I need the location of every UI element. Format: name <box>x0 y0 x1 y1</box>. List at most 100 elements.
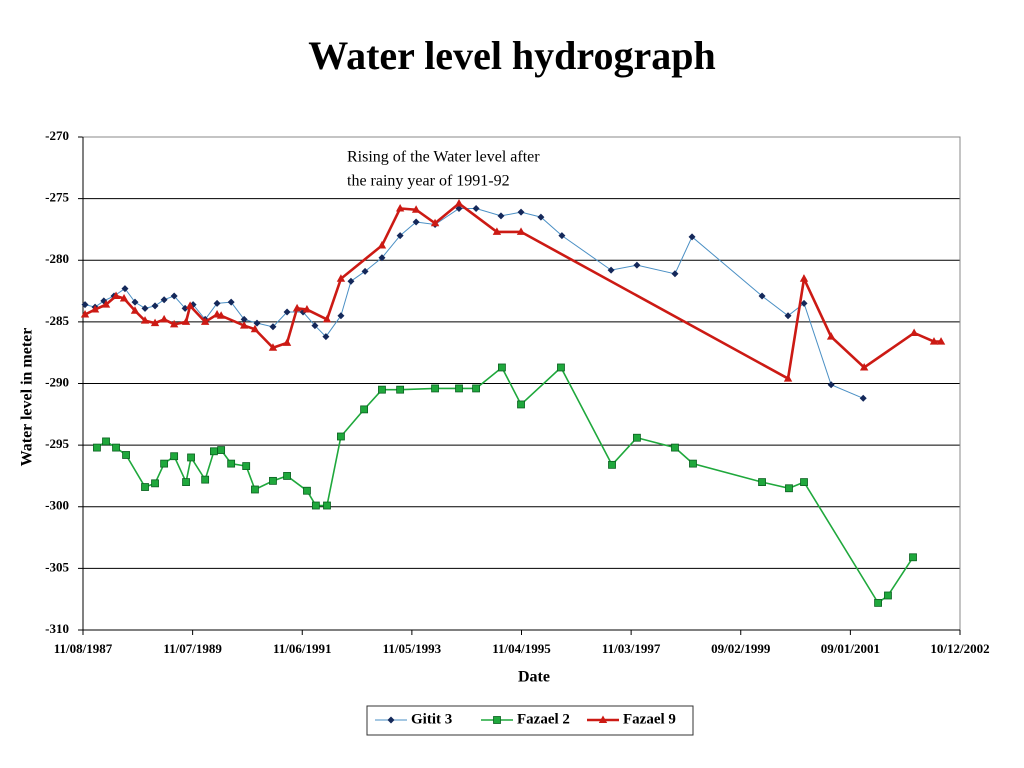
marker <box>283 472 291 480</box>
marker <box>859 362 869 371</box>
x-tick-label: 11/08/1987 <box>54 641 113 656</box>
marker <box>90 305 100 313</box>
marker <box>122 451 130 459</box>
marker <box>322 314 332 323</box>
marker <box>240 315 248 323</box>
marker <box>159 314 169 323</box>
marker <box>517 208 525 216</box>
marker <box>227 459 236 468</box>
series-line <box>84 207 864 399</box>
marker <box>431 384 439 393</box>
x-tick-label: 11/07/1989 <box>163 641 222 656</box>
marker <box>396 232 404 240</box>
marker <box>111 291 121 299</box>
marker <box>633 261 641 269</box>
marker <box>936 337 946 345</box>
marker <box>181 317 191 325</box>
marker <box>671 443 679 452</box>
marker <box>160 459 169 468</box>
marker <box>227 298 235 306</box>
y-tick-label: -310 <box>45 621 69 636</box>
marker <box>269 476 277 485</box>
marker <box>361 267 369 275</box>
legend-box <box>366 705 694 736</box>
marker <box>141 304 149 312</box>
y-tick-label: -305 <box>45 559 69 574</box>
marker <box>493 716 501 724</box>
x-axis-label: Date <box>518 669 550 686</box>
marker <box>242 462 251 470</box>
marker <box>239 321 249 329</box>
marker <box>557 363 565 372</box>
marker <box>826 332 836 340</box>
marker <box>185 301 195 309</box>
y-tick-label: -295 <box>45 436 69 451</box>
marker <box>800 299 808 307</box>
marker <box>411 205 421 213</box>
marker <box>455 204 463 212</box>
legend-label: Fazael 9 <box>623 711 676 727</box>
marker <box>929 337 939 345</box>
marker <box>558 232 566 240</box>
marker <box>130 306 140 314</box>
marker <box>81 301 89 309</box>
annotation: the rainy year of 1991-92 <box>347 173 510 190</box>
y-tick-label: -290 <box>45 374 69 389</box>
marker <box>251 485 259 494</box>
marker <box>633 433 641 442</box>
marker <box>151 302 159 310</box>
marker <box>472 204 480 212</box>
marker <box>336 274 346 282</box>
y-tick-label: -275 <box>45 190 69 205</box>
y-tick-label: -300 <box>45 498 69 513</box>
marker <box>607 266 615 274</box>
marker <box>131 298 139 306</box>
marker <box>181 304 189 312</box>
marker <box>112 443 120 452</box>
marker <box>170 452 179 461</box>
marker <box>396 385 405 394</box>
marker <box>292 303 302 312</box>
marker <box>283 308 291 316</box>
marker <box>909 553 917 562</box>
marker <box>688 233 696 241</box>
x-tick-label: 11/03/1997 <box>602 641 661 656</box>
marker <box>210 447 218 456</box>
marker <box>302 305 312 313</box>
y-tick-label: -280 <box>45 251 69 266</box>
marker <box>498 363 506 372</box>
marker <box>217 446 226 454</box>
marker <box>785 484 793 493</box>
marker <box>492 227 502 235</box>
marker <box>827 381 835 389</box>
marker <box>909 328 919 336</box>
marker <box>268 343 278 351</box>
marker <box>119 293 129 302</box>
marker <box>282 338 292 346</box>
marker <box>430 218 440 227</box>
marker <box>170 292 178 300</box>
marker <box>608 460 616 469</box>
marker <box>93 443 101 452</box>
marker <box>387 716 395 724</box>
y-axis-label: Water level in meter <box>19 328 36 467</box>
marker <box>378 254 386 262</box>
marker <box>758 292 766 300</box>
marker <box>454 199 464 207</box>
marker <box>323 501 331 510</box>
marker <box>516 227 526 235</box>
y-tick-label: -270 <box>45 128 69 143</box>
marker <box>758 478 766 487</box>
marker <box>250 324 260 333</box>
marker <box>412 218 420 226</box>
marker <box>337 432 345 441</box>
x-tick-label: 10/12/2002 <box>930 641 989 656</box>
x-tick-label: 11/06/1991 <box>273 641 332 656</box>
marker <box>800 478 808 487</box>
chart-title: Water level hydrograph <box>308 33 715 78</box>
marker <box>269 323 277 331</box>
x-tick-label: 11/04/1995 <box>492 641 551 656</box>
marker <box>151 479 159 488</box>
marker <box>311 322 319 330</box>
